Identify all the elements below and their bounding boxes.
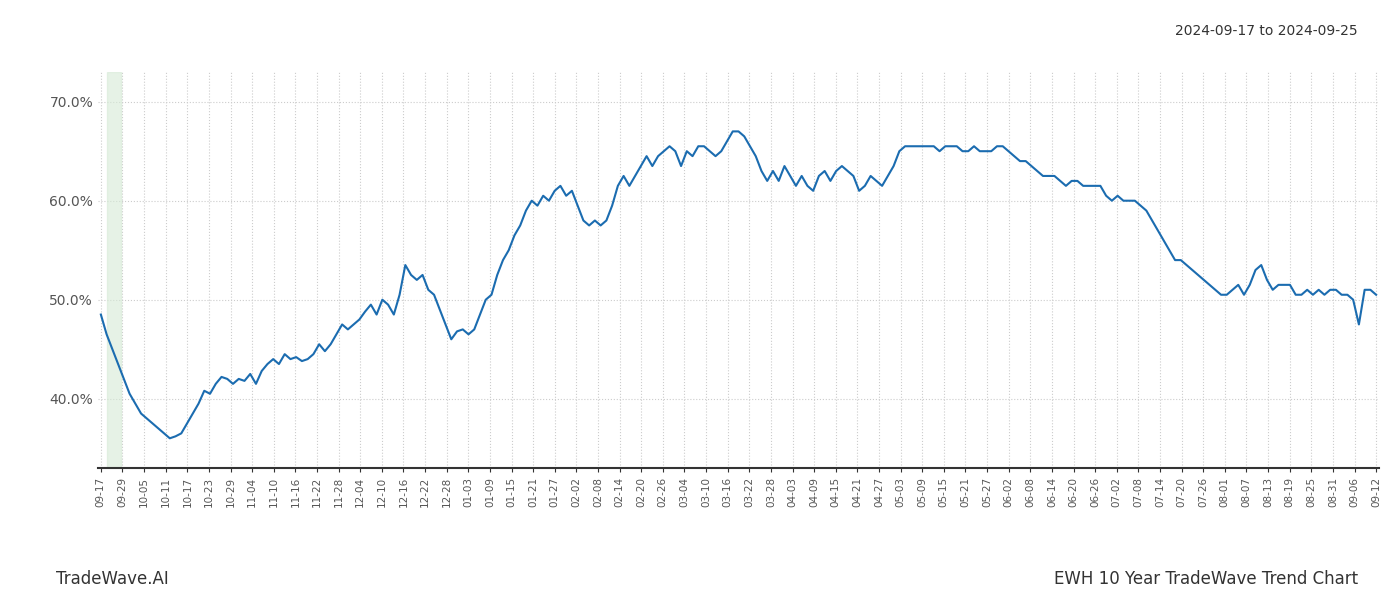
Text: TradeWave.AI: TradeWave.AI: [56, 570, 169, 588]
Text: 2024-09-17 to 2024-09-25: 2024-09-17 to 2024-09-25: [1176, 24, 1358, 38]
Text: EWH 10 Year TradeWave Trend Chart: EWH 10 Year TradeWave Trend Chart: [1054, 570, 1358, 588]
Bar: [106, 72, 120, 468]
